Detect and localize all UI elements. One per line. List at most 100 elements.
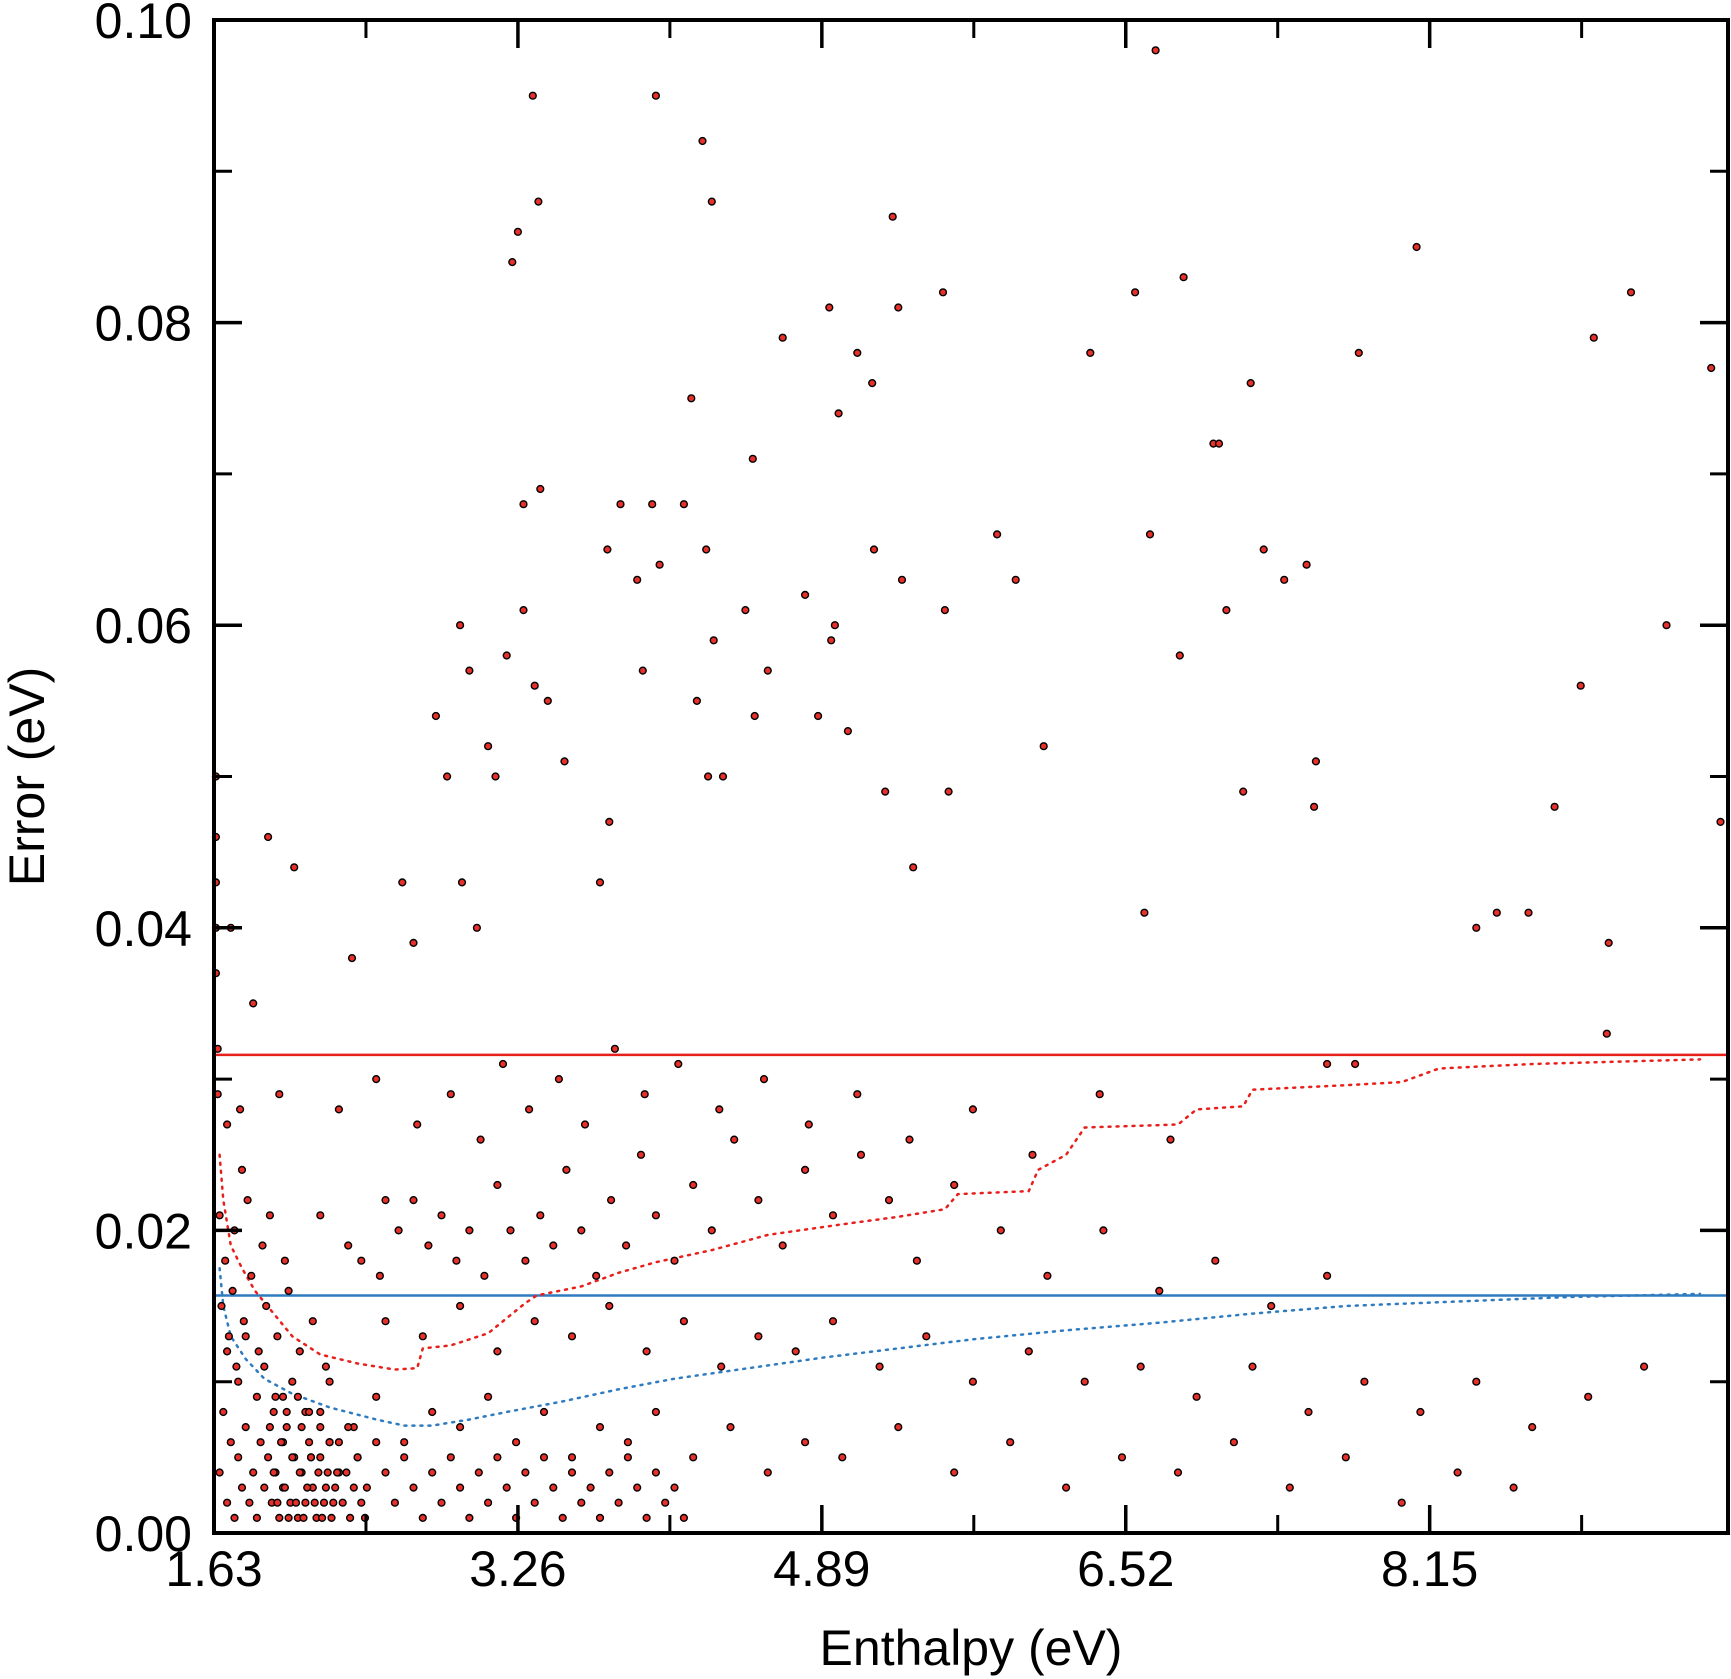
- data-point: [567, 1332, 577, 1341]
- data-point: [228, 1286, 237, 1296]
- data-point: [586, 1483, 595, 1492]
- data-point: [623, 1438, 633, 1447]
- data-point: [603, 545, 612, 554]
- reference-lines: [214, 1053, 1728, 1297]
- data-point: [1179, 273, 1188, 282]
- data-point: [530, 681, 539, 690]
- data-point: [1248, 1362, 1257, 1371]
- data-point: [909, 863, 918, 872]
- data-point: [707, 1226, 716, 1235]
- data-point: [318, 1513, 327, 1523]
- data-point: [484, 742, 493, 751]
- data-point: [237, 1165, 247, 1175]
- tick-labels: 1.63 3.26 4.89 6.52 8.15 0.00 0.02 0.04 0.06 0.08…: [95, 0, 1479, 1597]
- data-point: [1130, 288, 1140, 297]
- data-point: [221, 1256, 230, 1265]
- data-point: [316, 1211, 325, 1220]
- data-point: [1309, 802, 1319, 811]
- data-point: [702, 545, 711, 554]
- data-point: [299, 1513, 308, 1523]
- data-point: [543, 696, 552, 706]
- data-point: [759, 1074, 769, 1084]
- data-point: [230, 1513, 239, 1523]
- data-point: [375, 1271, 385, 1280]
- data-point: [465, 666, 474, 675]
- data-point: [258, 1241, 267, 1250]
- data-point: [241, 1332, 250, 1341]
- data-point: [357, 1256, 366, 1265]
- data-point: [897, 575, 907, 584]
- data-point: [264, 832, 273, 842]
- data-point: [1604, 938, 1613, 948]
- data-point: [1576, 681, 1585, 690]
- data-point: [465, 1226, 474, 1235]
- data-point: [325, 1377, 334, 1386]
- data-point: [252, 1513, 262, 1523]
- data-point: [750, 711, 759, 721]
- data-point: [853, 1090, 862, 1099]
- data-point: [828, 1211, 838, 1220]
- data-point: [1304, 1407, 1313, 1417]
- data-point: [1397, 1498, 1406, 1507]
- data-point: [655, 560, 664, 569]
- data-point: [1453, 1468, 1462, 1477]
- data-point: [316, 1422, 325, 1432]
- y-tick-label: 0.04: [95, 901, 192, 957]
- data-point: [282, 1407, 291, 1417]
- data-point: [638, 666, 647, 675]
- data-point: [1412, 242, 1421, 252]
- data-point: [674, 1059, 683, 1069]
- data-point: [372, 1438, 381, 1447]
- x-tick-label: 6.52: [1077, 1541, 1174, 1597]
- data-point: [394, 1226, 403, 1235]
- data-point: [715, 1105, 724, 1114]
- data-point: [1416, 1407, 1425, 1417]
- data-point: [333, 1468, 342, 1477]
- data-point: [1492, 908, 1501, 917]
- data-point: [1550, 802, 1559, 811]
- data-point: [465, 1513, 474, 1523]
- data-point: [347, 953, 357, 963]
- data-point: [291, 1498, 301, 1507]
- data-point: [534, 197, 543, 206]
- data-point: [284, 1513, 293, 1523]
- data-point: [215, 1211, 224, 1220]
- data-point: [237, 1483, 247, 1492]
- data-point: [1354, 348, 1363, 358]
- data-point: [418, 1513, 427, 1523]
- data-point: [1524, 908, 1533, 917]
- data-point: [992, 530, 1002, 539]
- data-point: [869, 545, 879, 554]
- data-point: [679, 1317, 689, 1326]
- data-point: [843, 726, 853, 736]
- data-point: [791, 1347, 800, 1356]
- data-point: [905, 1135, 914, 1144]
- data-point: [269, 1468, 278, 1477]
- data-point: [689, 1453, 698, 1462]
- data-point: [275, 1513, 284, 1523]
- data-point: [319, 1498, 329, 1507]
- data-point: [549, 1483, 558, 1492]
- data-point: [247, 1271, 256, 1280]
- data-point: [400, 1438, 409, 1447]
- data-point: [265, 1211, 275, 1220]
- y-tick-label: 0.02: [95, 1203, 192, 1259]
- data-point: [996, 1226, 1005, 1235]
- data-point: [633, 575, 642, 584]
- data-point: [252, 1392, 262, 1401]
- x-tick-label: 8.15: [1381, 1541, 1478, 1597]
- data-point: [234, 1453, 243, 1462]
- data-point: [703, 772, 713, 781]
- data-point: [605, 817, 614, 827]
- data-point: [1639, 1362, 1649, 1371]
- data-point: [828, 1317, 838, 1326]
- data-point: [834, 409, 843, 418]
- data-point: [443, 772, 452, 781]
- data-point: [519, 500, 528, 509]
- data-point: [1151, 46, 1160, 55]
- data-point: [1280, 575, 1289, 584]
- data-point: [830, 621, 840, 630]
- y-tick-label: 0.06: [95, 598, 192, 654]
- data-point: [502, 651, 511, 660]
- data-point: [698, 136, 707, 146]
